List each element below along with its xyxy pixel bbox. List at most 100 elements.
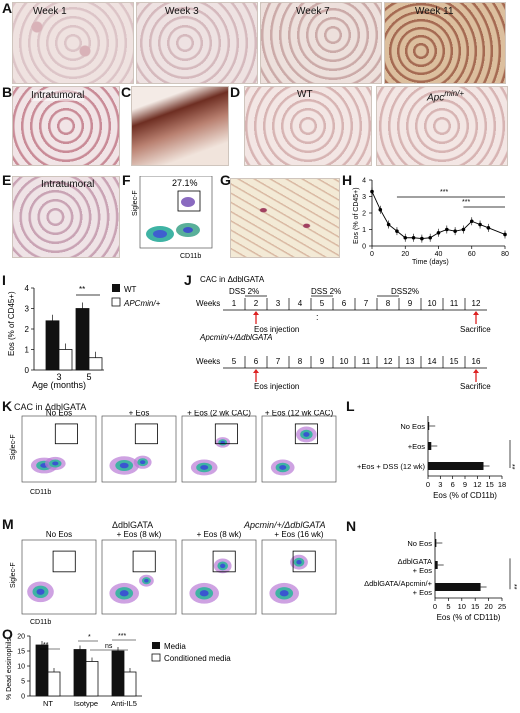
j-row1-week: 6 [342,299,347,308]
n-xtick-label: 25 [498,602,506,611]
j-title2: Apcmin/+/ΔdblGATA [199,333,272,342]
o-ytick-label: 5 [21,679,25,686]
i-legend-wt: WT [124,285,137,294]
o-ytick-label: 20 [17,634,25,641]
i-xtick-label: 5 [86,372,91,382]
micrograph-g [230,178,340,258]
j-row2-week: 5 [232,357,237,366]
m-x-label: CD11b [30,619,51,626]
m-flow-3-frame [181,539,257,615]
h-ytick-label: 3 [362,194,366,201]
k-flow-3-gate [214,423,238,445]
micrograph-c [131,86,229,166]
h-point [378,207,383,212]
j-row2-week: 16 [472,357,481,366]
micrograph-intratumoral-b: Intratumoral [12,86,120,166]
i-ytick-label: 4 [25,284,30,293]
k-flow-2-frame [101,415,177,483]
h-y-label: Eos (% of CD45+) [353,187,360,244]
panel-label-a: A [2,0,13,16]
micrograph-intratumoral-e: Intratumoral [12,176,120,258]
week11-label: Week 11 [415,6,454,17]
m-flow-1-density-core [36,588,45,595]
k-flow-1-frame [21,415,97,483]
h-ytick-label: 4 [362,178,366,185]
j-sac1: Sacrifice [460,325,491,334]
j-dots: : [316,312,319,322]
n-bar [435,561,438,569]
l-xtick-label: 9 [463,480,467,489]
j-row1-week: 12 [472,299,481,308]
o-xtick-label: Anti-IL5 [111,699,137,708]
j-row1-week: 3 [276,299,281,308]
bar-chart-o: % Dead eosinophils ** * ns *** Media Con… [6,633,231,708]
h-ytick-label: 2 [362,211,366,218]
k-flow-3-frame [181,415,257,483]
k-flow-4-density-core [303,432,310,437]
f-pct: 27.1% [172,178,198,188]
l-cat-label: +Eos [408,442,426,451]
k-flow-2-density-core [119,462,129,469]
o-ytick-label: 15 [17,649,25,656]
l-xtick-label: 18 [498,480,506,489]
j-row-label-2: Weeks [196,357,220,366]
k-flow-2-density-core [140,460,146,465]
panel-label-o: O [2,626,13,642]
m-flow-3-plot [181,539,257,615]
h-point [386,222,391,227]
j-row1-week: 2 [254,299,259,308]
i-legend-apc: APCmin/+ [123,299,161,308]
k-flow-3-density-core [220,440,225,444]
h-ytick-label: 0 [362,244,366,251]
o-bar [123,671,137,697]
micrograph-apc: Apcmin/+ [376,86,508,166]
o-bar [35,644,49,697]
week1-label: Week 1 [33,6,67,17]
panel-label-f: F [122,172,131,188]
n-bar [435,583,481,591]
micrograph-week3: Week 3 [136,2,258,84]
h-xtick-label: 40 [435,251,443,258]
i-ytick-label: 1 [25,346,30,355]
m-flow-2-density-core [119,590,129,597]
o-sig-ns: ns [105,643,113,650]
k-flow-4-frame [261,415,337,483]
j-dss-3: DSS2% [391,287,419,296]
j-row2-week: 8 [298,357,303,366]
m-flow-3-gate [212,550,236,573]
k-flow-3-plot [181,415,257,483]
n-bar [435,539,437,547]
h-xtick-label: 20 [401,251,409,258]
m-y-label: Siglec-F [10,562,17,588]
n-xtick-label: 5 [446,602,450,611]
l-bar [428,422,430,430]
m-col-title: + Eos (8 wk) [117,530,162,539]
m-flow-4-gate [292,550,316,573]
i-xtick-label: 3 [56,372,61,382]
o-ytick-label: 0 [21,694,25,701]
j-row1-week: 4 [298,299,303,308]
m-col-title: + Eos (16 wk) [274,530,323,539]
bar-chart-i: Eos (% of CD45+) Age (months) ** WT APCm… [7,284,161,390]
n-sig: ** [510,584,517,590]
panel-label-m: M [2,516,14,532]
j-row-label-1: Weeks [196,299,220,308]
apc-label: Apcmin/+ [427,89,465,104]
j-row2-week: 15 [450,357,459,366]
panel-label-d: D [230,84,241,100]
m-flow-1-frame [21,539,97,615]
h-point [503,232,507,237]
panel-label-c: C [121,84,132,100]
o-bar [47,671,61,697]
micrograph-wt: WT [244,86,372,166]
l-xtick-label: 3 [438,480,442,489]
wt-label: WT [297,89,313,100]
n-xtick-label: 15 [471,602,479,611]
j-row2-week: 14 [428,357,437,366]
k-flow-1-density-core [52,461,59,466]
i-bar [45,320,60,371]
o-legend-media: Media [164,642,186,651]
l-cat-label: +Eos + DSS (12 wk) [357,462,425,471]
k-x-label: CD11b [30,489,51,496]
